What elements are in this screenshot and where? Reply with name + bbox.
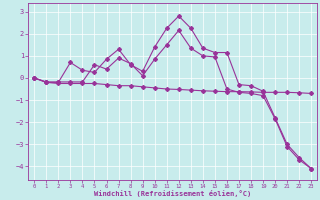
X-axis label: Windchill (Refroidissement éolien,°C): Windchill (Refroidissement éolien,°C): [94, 190, 251, 197]
